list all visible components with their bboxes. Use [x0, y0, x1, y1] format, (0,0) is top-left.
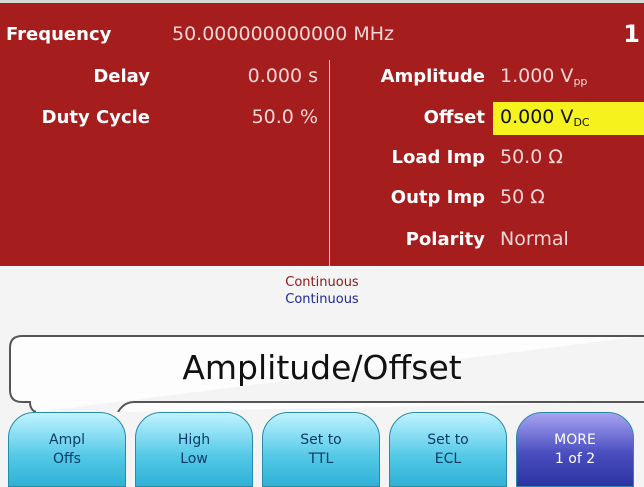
- param-value[interactable]: 50.0 %: [251, 106, 318, 128]
- softkey-label: Low: [180, 451, 208, 467]
- param-label[interactable]: Amplitude: [380, 66, 485, 87]
- softkey-label: Set to: [300, 432, 342, 448]
- softkey[interactable]: Set to TTL: [262, 412, 380, 487]
- value-text: 0.000 V: [500, 106, 574, 128]
- param-value[interactable]: 50.0 Ω: [500, 146, 563, 168]
- param-label[interactable]: Delay: [93, 66, 150, 87]
- softkey-label: Set to: [427, 432, 469, 448]
- softkey-label: TTL: [308, 451, 334, 467]
- status-text: Continuous: [285, 292, 359, 307]
- softkey-label: Ampl: [49, 432, 85, 448]
- value-text: 1.000 V: [500, 65, 574, 87]
- frequency-value[interactable]: 50.000000000000 MHz: [172, 23, 394, 45]
- softkey[interactable]: Ampl Offs: [8, 412, 126, 487]
- menu-tab: [9, 335, 644, 412]
- param-label[interactable]: Load Imp: [391, 147, 485, 168]
- param-label[interactable]: Offset: [423, 107, 485, 128]
- unit-subscript: DC: [573, 116, 590, 129]
- divider: [329, 60, 330, 266]
- param-value[interactable]: 50 Ω: [500, 186, 545, 208]
- param-label[interactable]: Polarity: [405, 229, 485, 250]
- tab-outline: [9, 335, 644, 412]
- softkey-label: MORE: [554, 432, 596, 448]
- softkey[interactable]: MORE 1 of 2: [516, 412, 634, 487]
- param-value[interactable]: 0.000 VDC: [500, 106, 590, 129]
- menu-title: Amplitude/Offset: [182, 348, 462, 387]
- channel-number: 1: [623, 20, 640, 48]
- param-label[interactable]: Outp Imp: [390, 187, 485, 208]
- softkey-label: ECL: [434, 451, 462, 467]
- softkey-label: 1 of 2: [554, 451, 596, 467]
- softkey-label: Offs: [53, 451, 81, 467]
- selection-highlight: [493, 102, 644, 135]
- softkey-label: High: [177, 432, 211, 448]
- param-value[interactable]: 0.000 s: [247, 65, 318, 87]
- param-value[interactable]: Normal: [500, 228, 569, 250]
- unit-subscript: pp: [573, 75, 588, 88]
- status-text: Continuous: [285, 275, 359, 290]
- softkey[interactable]: High Low: [135, 412, 253, 487]
- param-label[interactable]: Duty Cycle: [41, 107, 150, 128]
- frequency-label[interactable]: Frequency: [6, 24, 112, 45]
- softkey[interactable]: Set to ECL: [389, 412, 507, 487]
- param-value[interactable]: 1.000 Vpp: [500, 65, 587, 88]
